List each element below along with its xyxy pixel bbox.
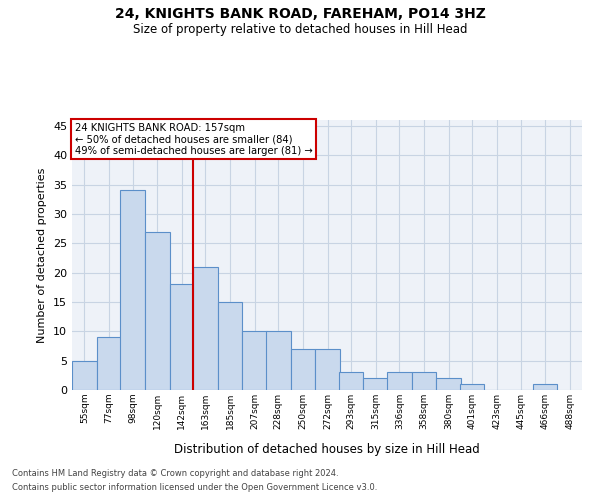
Bar bbox=[290, 349, 315, 390]
Bar bbox=[339, 372, 364, 390]
Text: Size of property relative to detached houses in Hill Head: Size of property relative to detached ho… bbox=[133, 22, 467, 36]
Bar bbox=[170, 284, 194, 390]
Bar bbox=[266, 332, 290, 390]
Bar bbox=[193, 266, 218, 390]
Bar bbox=[145, 232, 170, 390]
Text: Distribution of detached houses by size in Hill Head: Distribution of detached houses by size … bbox=[174, 442, 480, 456]
Bar bbox=[412, 372, 436, 390]
Bar bbox=[72, 360, 97, 390]
Text: 24, KNIGHTS BANK ROAD, FAREHAM, PO14 3HZ: 24, KNIGHTS BANK ROAD, FAREHAM, PO14 3HZ bbox=[115, 8, 485, 22]
Bar bbox=[460, 384, 484, 390]
Text: Contains HM Land Registry data © Crown copyright and database right 2024.: Contains HM Land Registry data © Crown c… bbox=[12, 468, 338, 477]
Text: Contains public sector information licensed under the Open Government Licence v3: Contains public sector information licen… bbox=[12, 484, 377, 492]
Bar bbox=[120, 190, 145, 390]
Bar bbox=[97, 337, 121, 390]
Bar bbox=[387, 372, 412, 390]
Bar bbox=[218, 302, 242, 390]
Bar bbox=[242, 332, 267, 390]
Bar bbox=[364, 378, 388, 390]
Bar bbox=[315, 349, 340, 390]
Y-axis label: Number of detached properties: Number of detached properties bbox=[37, 168, 47, 342]
Bar bbox=[533, 384, 557, 390]
Text: 24 KNIGHTS BANK ROAD: 157sqm
← 50% of detached houses are smaller (84)
49% of se: 24 KNIGHTS BANK ROAD: 157sqm ← 50% of de… bbox=[74, 122, 313, 156]
Bar bbox=[436, 378, 461, 390]
